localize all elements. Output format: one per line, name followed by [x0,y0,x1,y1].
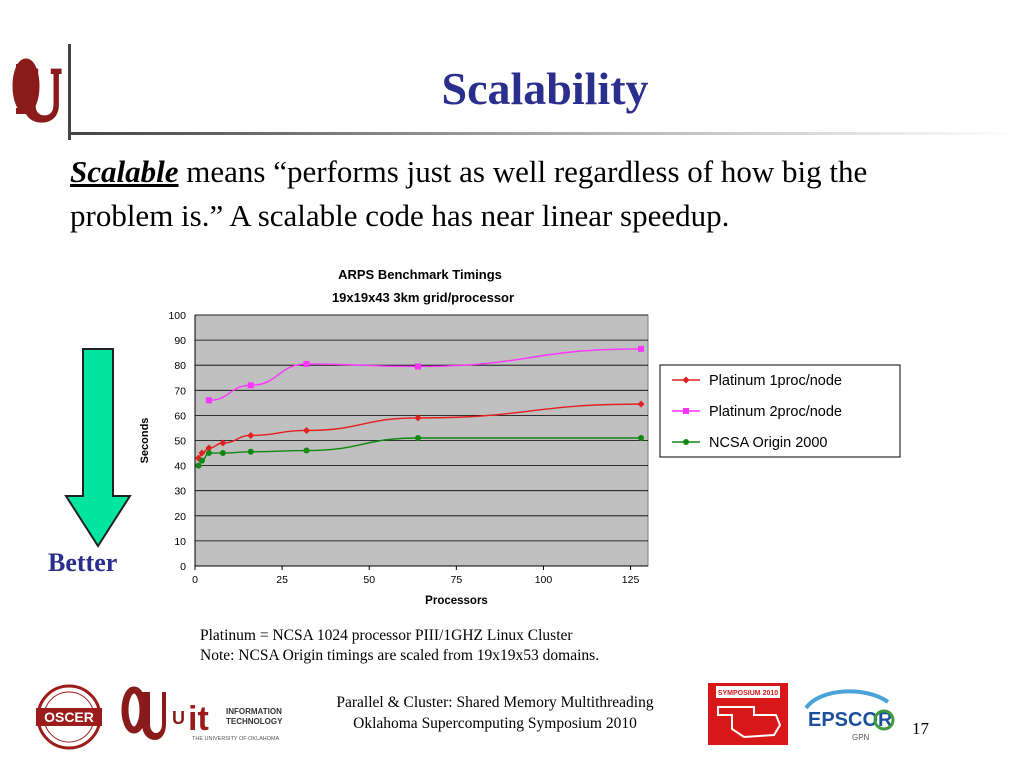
data-point [638,345,645,352]
data-point [247,431,255,439]
symposium-logo-icon: SYMPOSIUM 2010 [708,683,788,745]
it-text: it [188,700,209,738]
symposium-text: SYMPOSIUM 2010 [718,690,778,697]
data-point [303,447,310,454]
it-line1: INFORMATION [226,707,282,716]
data-point [414,414,422,422]
data-point [198,457,205,464]
it-logo-icon: U it INFORMATION TECHNOLOGY THE UNIVERSI… [172,700,283,742]
legend-label: Platinum 1proc/node [709,373,842,389]
x-axis-label: Processors [425,595,488,607]
y-tick-labels: 0 10 20 30 40 50 60 70 80 90 100 [168,310,186,573]
slide-title: Scalability [441,63,649,114]
x-tick-label: 25 [276,574,288,586]
data-point [205,444,213,452]
data-point [683,408,689,414]
intro-text: Scalable means “performs just as well re… [70,150,930,238]
oscer-logo-icon: OSCER [36,684,102,750]
data-point [682,376,690,384]
title-vertical-rule [68,44,71,140]
chart-legend: Platinum 1proc/node Platinum 2proc/node NC… [659,364,901,458]
y-axis-label: Seconds [139,418,151,464]
series-ncsa-origin-2000 [195,434,645,469]
title-horizontal-rule [68,132,1018,135]
x-tick-label: 0 [192,574,198,586]
it-line3: THE UNIVERSITY OF OKLAHOMA [192,736,280,742]
svg-text:GPN: GPN [852,733,870,742]
data-point [198,449,206,457]
y-tick-label: 80 [174,360,186,372]
y-tick-label: 20 [174,511,186,523]
note-line: Note: NCSA Origin timings are scaled fro… [200,647,600,664]
page-number: 17 [912,719,929,738]
legend-item: NCSA Origin 2000 [672,435,827,451]
data-point [247,448,254,455]
x-tick-label: 50 [363,574,375,586]
y-tick-label: 100 [168,310,186,322]
data-point [683,439,689,445]
epscor-text: EPSCOR [808,709,893,731]
data-point [219,450,226,457]
x-tick-label: 75 [451,574,463,586]
intro-rest: means “performs just as well regardless … [70,154,868,233]
ou-logo-icon [12,58,62,123]
data-point [205,397,212,404]
ou-footer-logo-icon [121,686,166,740]
better-label: Better [48,548,118,577]
oscer-text: OSCER [44,709,94,725]
footer-line: Oklahoma Supercomputing Symposium 2010 [353,715,637,732]
series-platinum-1proc-node [194,400,645,462]
data-point [205,450,212,457]
legend-label: Platinum 2proc/node [709,404,842,420]
legend-item: Platinum 2proc/node [672,404,842,420]
y-tick-label: 90 [174,335,186,347]
legend-label: NCSA Origin 2000 [709,435,827,451]
y-tick-label: 10 [174,536,186,548]
data-point [247,382,254,389]
series-group [194,345,645,469]
y-tick-label: 50 [174,436,186,448]
series-platinum-2proc-node [205,345,645,404]
data-point [415,363,422,370]
it-line2: TECHNOLOGY [226,717,283,726]
chart-subtitle: 19x19x43 3km grid/processor [332,290,514,305]
y-tick-label: 60 [174,410,186,422]
data-point [303,426,311,434]
y-tick-label: 40 [174,461,186,473]
note-line: Platinum = NCSA 1024 processor PIII/1GHZ… [200,627,573,644]
intro-term: Scalable [70,154,179,189]
x-tick-label: 100 [535,574,553,586]
svg-text:U: U [172,708,185,728]
benchmark-chart: ARPS Benchmark Timings 19x19x43 3km grid… [139,267,901,607]
chart-title: ARPS Benchmark Timings [338,267,502,282]
down-arrow-icon [64,348,132,548]
data-point [195,462,202,469]
y-tick-label: 30 [174,486,186,498]
chart-notes: Platinum = NCSA 1024 processor PIII/1GHZ… [200,626,599,666]
epscor-logo-icon: EPSCOR GPN [804,689,895,742]
y-tick-label: 0 [180,561,186,573]
y-tick-label: 70 [174,385,186,397]
data-point [637,400,645,408]
x-tick-label: 125 [622,574,640,586]
x-tick-labels: 0 25 50 75 100 125 [192,566,639,586]
data-point [219,439,227,447]
footer-line: Parallel & Cluster: Shared Memory Multit… [336,694,654,711]
data-point [638,434,645,441]
data-point [303,360,310,367]
legend-item: Platinum 1proc/node [672,373,842,389]
footer-text: Parallel & Cluster: Shared Memory Multit… [280,692,710,734]
data-point [415,434,422,441]
gridlines [194,314,648,567]
